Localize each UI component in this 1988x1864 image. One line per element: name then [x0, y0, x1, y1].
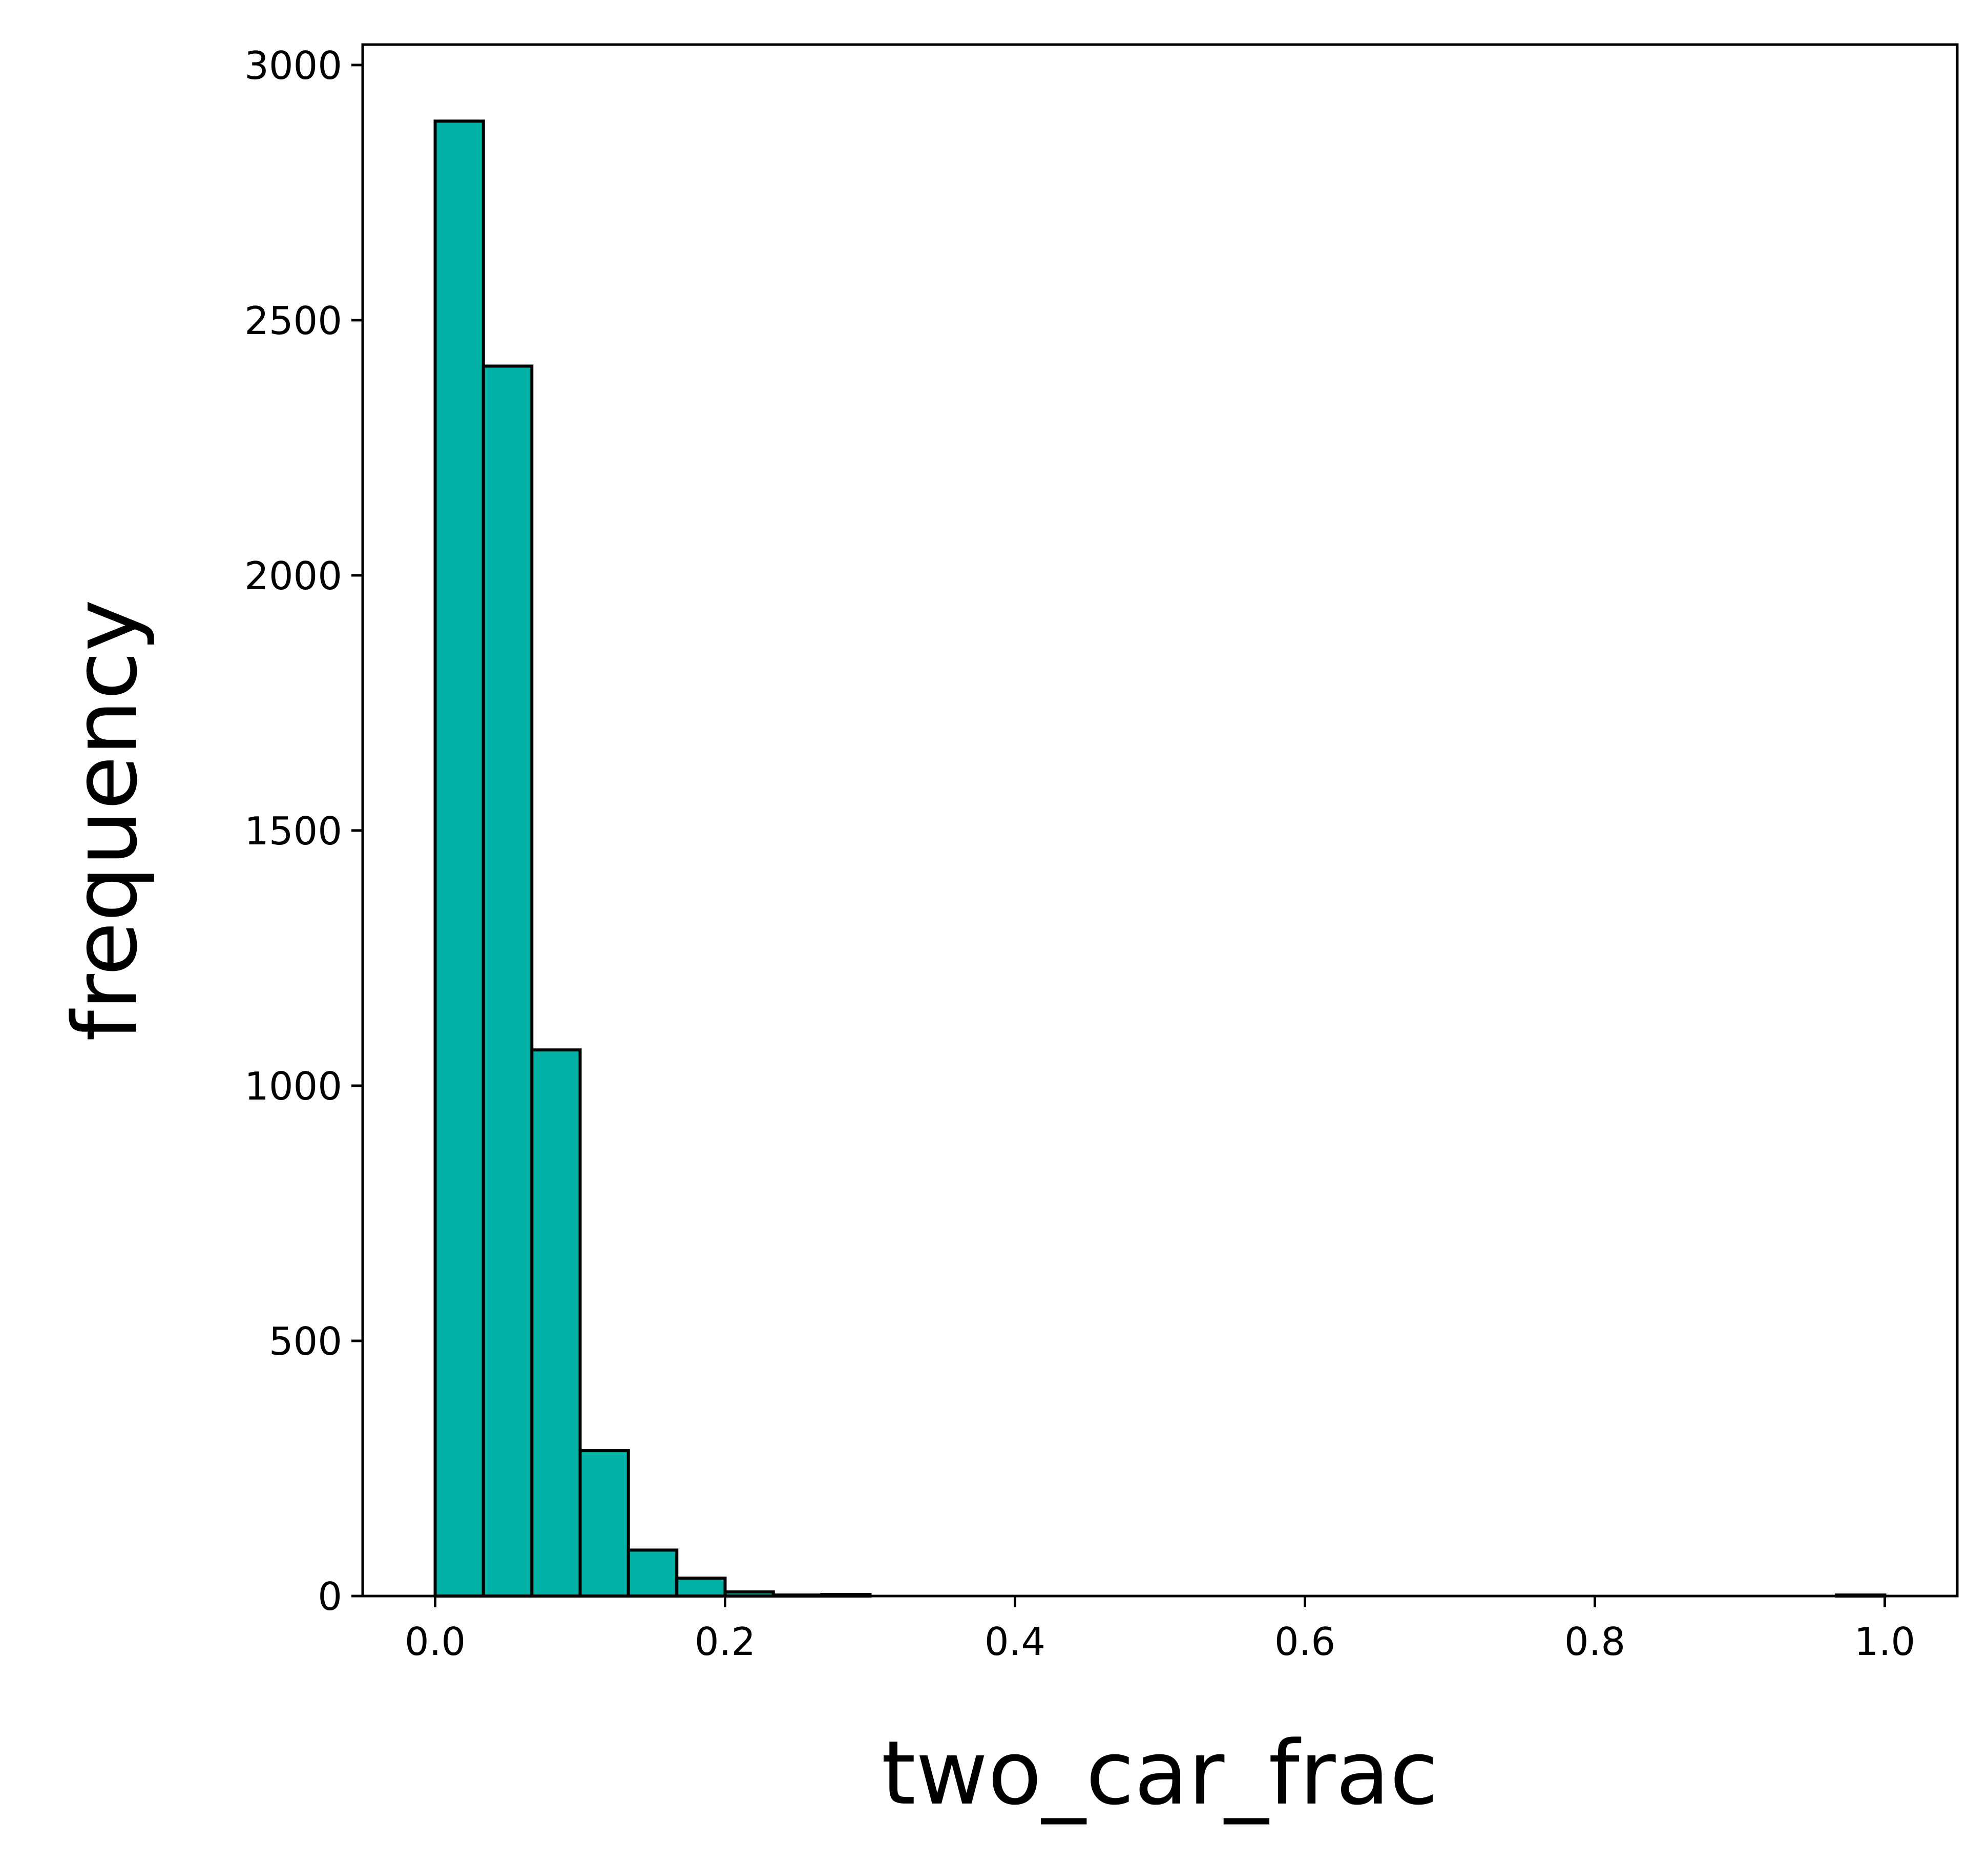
plot-frame [361, 43, 1959, 1598]
x-tick-label: 0.4 [985, 1619, 1045, 1664]
y-tick-label: 1000 [244, 1064, 342, 1109]
y-tick-label: 500 [269, 1319, 342, 1364]
histogram-bar [578, 1449, 630, 1598]
y-tick-label: 0 [318, 1574, 342, 1619]
x-tick-label: 0.8 [1564, 1619, 1625, 1664]
x-tick-label: 0.0 [405, 1619, 466, 1664]
histogram-bar [482, 364, 534, 1598]
y-tick-label: 3000 [244, 43, 342, 88]
histogram-bars [433, 119, 1887, 1598]
histogram-bar [433, 119, 485, 1598]
y-tick-label: 2000 [244, 553, 342, 598]
x-tick-label: 1.0 [1854, 1619, 1915, 1664]
histogram-bar [675, 1577, 727, 1598]
y-axis: 0 500 1000 1500 2000 2500 3000 [244, 43, 363, 1619]
y-tick-label: 1500 [244, 809, 342, 854]
histogram-bar [530, 1048, 582, 1598]
x-axis-title: two_car_frac [881, 1722, 1438, 1825]
y-axis-title: frequency [54, 599, 157, 1042]
y-tick-label: 2500 [244, 298, 342, 343]
x-tick-label: 0.6 [1274, 1619, 1335, 1664]
x-tick-label: 0.2 [695, 1619, 756, 1664]
x-axis: 0.0 0.2 0.4 0.6 0.8 1.0 [405, 1596, 1915, 1664]
histogram-bar [626, 1548, 679, 1598]
